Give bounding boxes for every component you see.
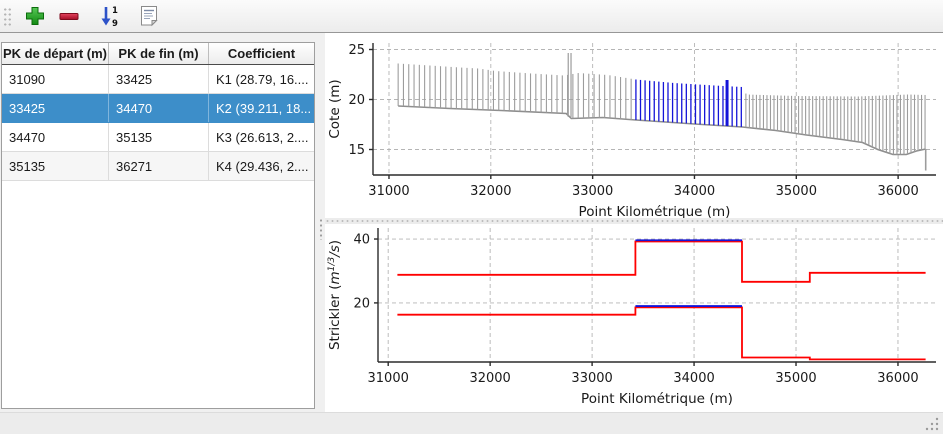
svg-text:25: 25: [348, 43, 365, 58]
table-cell: 34470: [109, 94, 209, 122]
column-header[interactable]: PK de départ (m): [2, 43, 109, 64]
svg-text:20: 20: [348, 93, 365, 108]
sort-numeric-icon: 1 9: [101, 6, 118, 28]
resize-grip-icon[interactable]: [924, 416, 940, 432]
table-cell: 35135: [2, 152, 109, 180]
column-header[interactable]: Coefficient: [227, 46, 296, 61]
report-button[interactable]: [134, 2, 164, 30]
svg-text:Cote (m): Cote (m): [327, 79, 343, 138]
horizontal-splitter[interactable]: [325, 218, 943, 224]
svg-text:Point Kilométrique (m): Point Kilométrique (m): [581, 391, 733, 407]
svg-text:33000: 33000: [572, 184, 613, 199]
svg-text:31000: 31000: [368, 371, 409, 386]
table-cell: 33425: [109, 65, 209, 93]
table-header-row: PK de départ (m) PK de fin (m) Coefficient: [2, 43, 314, 65]
vertical-splitter[interactable]: [317, 33, 325, 412]
svg-text:40: 40: [353, 233, 370, 248]
table-row[interactable]: 35135 36271 K4 (29.436, 2....: [2, 152, 314, 181]
table-row[interactable]: 34470 35135 K3 (26.613, 2....: [2, 123, 314, 152]
strickler-chart-panel: 31000 32000 33000 34000 35000 36000 20 40 Point …: [325, 224, 943, 412]
svg-text:36000: 36000: [877, 184, 918, 199]
svg-text:Strickler (m1/3/s): Strickler (m1/3/s): [327, 240, 343, 350]
status-bar: [0, 412, 943, 434]
table-cell: K4 (29.436, 2....: [216, 158, 309, 174]
minus-icon: [59, 13, 79, 20]
svg-text:32000: 32000: [470, 184, 511, 199]
table-body: 31090 33425 K1 (28.79, 16.... 33425 34470 K2 …: [2, 65, 314, 181]
svg-text:15: 15: [348, 143, 365, 158]
svg-text:20: 20: [353, 296, 370, 311]
svg-text:32000: 32000: [469, 371, 510, 386]
svg-text:34000: 34000: [674, 184, 715, 199]
cote-profile-chart: 31000 32000 33000 34000 35000 36000 15 20 25 Poin…: [327, 43, 936, 220]
table-cell: 31090: [2, 65, 109, 93]
sort-bottom-label: 9: [112, 19, 118, 28]
svg-text:Point Kilométrique (m): Point Kilométrique (m): [579, 204, 731, 218]
strickler-step-chart: 31000 32000 33000 34000 35000 36000 20 40 Point …: [327, 228, 936, 407]
table-cell: K1 (28.79, 16....: [216, 71, 309, 87]
svg-text:33000: 33000: [571, 371, 612, 386]
table-cell: 33425: [2, 94, 109, 122]
table-cell: 36271: [109, 152, 209, 180]
table-cell: 35135: [109, 123, 209, 151]
svg-text:34000: 34000: [673, 371, 714, 386]
svg-text:35000: 35000: [776, 184, 817, 199]
svg-text:35000: 35000: [775, 371, 816, 386]
splitter-grip-icon: [325, 220, 943, 222]
table-row[interactable]: 33425 34470 K2 (39.211, 18...: [2, 94, 314, 123]
toolbar: 1 9: [0, 0, 943, 33]
table-cell: 34470: [2, 123, 109, 151]
remove-button[interactable]: [54, 2, 84, 30]
sort-button[interactable]: 1 9: [94, 2, 124, 30]
splitter-grip-icon: [320, 218, 322, 240]
table-cell: K3 (26.613, 2....: [216, 129, 309, 145]
table-row[interactable]: 31090 33425 K1 (28.79, 16....: [2, 65, 314, 94]
plus-icon: [26, 7, 44, 25]
svg-text:31000: 31000: [368, 184, 409, 199]
coefficient-table: PK de départ (m) PK de fin (m) Coefficient…: [1, 42, 315, 409]
cote-chart-panel: 31000 32000 33000 34000 35000 36000 15 20 25 Poin…: [325, 33, 943, 220]
toolbar-drag-handle[interactable]: [3, 6, 12, 26]
sort-top-label: 1: [112, 6, 118, 16]
document-icon: [141, 6, 158, 27]
column-header[interactable]: PK de fin (m): [109, 43, 209, 64]
add-button[interactable]: [20, 2, 50, 30]
svg-text:36000: 36000: [877, 371, 918, 386]
table-cell: K2 (39.211, 18...: [216, 100, 312, 116]
